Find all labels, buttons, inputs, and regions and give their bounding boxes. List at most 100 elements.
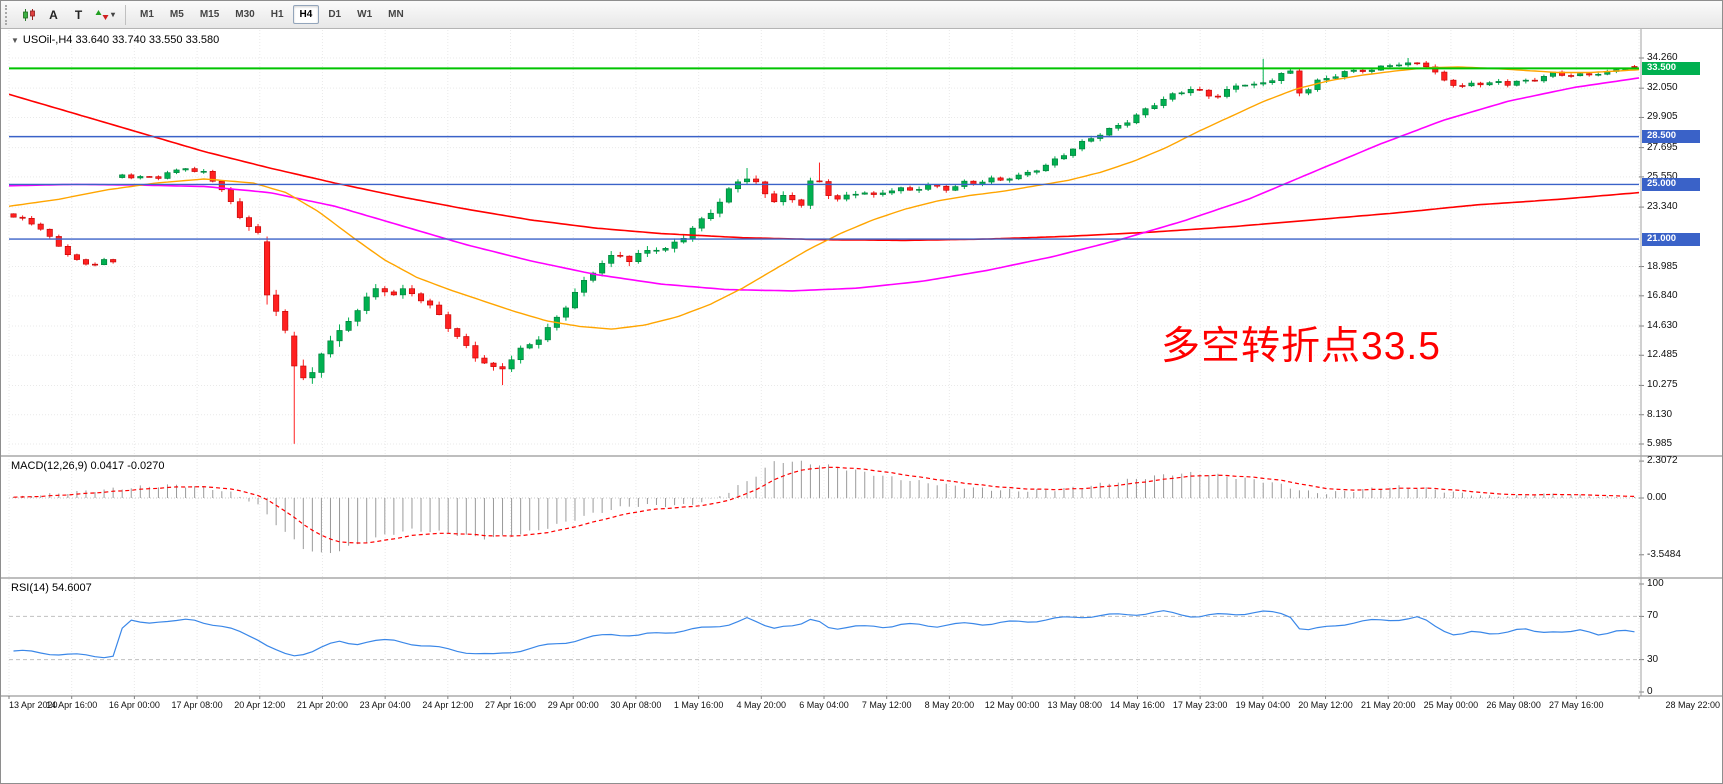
candle-body [1540,76,1547,82]
candle-body [1133,114,1140,124]
candle-body [1106,127,1113,136]
candle [236,198,243,220]
candle [879,189,886,197]
time-axis-label: 27 May 16:00 [1549,700,1604,710]
timeframe-m15-button[interactable]: M15 [193,5,226,24]
time-axis-label: 30 Apr 08:00 [610,700,662,710]
price-line-tag[interactable]: 33.500 [1642,61,1700,75]
candle [1278,72,1285,84]
candle-body [1441,71,1448,81]
candle-body [526,344,533,349]
candle [861,191,868,195]
text-tool-button[interactable]: T [67,4,90,25]
candle-body [916,189,923,191]
candle [445,311,452,332]
candle-body [1205,89,1212,97]
candle-body [481,357,488,364]
timeframe-m1-button[interactable]: M1 [133,5,161,24]
candle [671,238,678,253]
candle [46,228,53,239]
candle [200,169,207,174]
arrow-tool-button[interactable]: A [42,4,65,25]
candle-body [1070,148,1077,156]
candle-body [1088,138,1095,142]
candle-body [852,193,859,196]
candle-body [1006,178,1013,181]
candle [562,305,569,321]
indicator-arrows-button[interactable]: ▾ [92,4,118,25]
collapse-chart-icon[interactable]: ▼ [11,36,19,45]
candle-body [291,335,298,367]
candle-body [1332,76,1339,79]
candle [399,284,406,299]
candle [571,288,578,310]
candle [707,209,714,221]
candle [1531,77,1538,82]
price-line-tag[interactable]: 28.500 [1642,130,1700,144]
candle [82,258,89,266]
candle-body [997,177,1004,181]
candle-body [128,174,135,179]
candle [110,258,117,264]
candle-body [1396,64,1403,67]
candle [1568,73,1575,78]
time-axis-label: 13 Apr 2020 [9,700,58,710]
time-axis-label: 16 Apr 00:00 [108,700,160,710]
candle [472,341,479,362]
candle-body [1278,73,1285,81]
candle-body [1341,71,1348,78]
chart-annotation-text[interactable]: 多空转折点33.5 [1161,325,1441,368]
timeframe-h4-button[interactable]: H4 [292,5,320,24]
candle [725,187,732,204]
candle-body [807,180,814,206]
chart-symbol-title: ▼ USOil-,H4 33.640 33.740 33.550 33.580 [11,34,219,46]
candlestick-chart-button[interactable] [17,4,40,25]
candle-body [834,195,841,200]
candle-body [1405,62,1412,66]
candle [843,191,850,202]
candle-body [1242,84,1249,87]
candle-body [897,187,904,192]
candle [599,260,606,277]
candle [146,176,153,178]
candle-body [309,372,316,379]
candle-body [92,263,99,266]
candle-body [626,255,633,262]
candle-body [1495,81,1502,83]
timeframe-w1-button[interactable]: W1 [350,5,379,24]
candle-body [191,168,198,172]
candle-body [1432,66,1439,73]
price-line-tag[interactable]: 21.000 [1642,232,1700,246]
candle [92,262,99,267]
toolbar-grip-handle[interactable] [5,4,12,25]
candle [1305,87,1312,96]
candle-body [1178,92,1185,95]
candle [255,223,262,235]
rsi-line [13,610,1635,659]
candle-body [381,288,388,293]
candle-body [1214,95,1221,98]
candle [662,246,669,253]
candle [1396,62,1403,67]
candle-body [146,176,153,178]
timeframe-h1-button[interactable]: H1 [264,5,291,24]
candle-body [354,310,361,322]
timeframe-d1-button[interactable]: D1 [321,5,348,24]
timeframe-mn-button[interactable]: MN [381,5,411,24]
candle-body [544,327,551,341]
timeframe-m5-button[interactable]: M5 [163,5,191,24]
candle-body [1586,73,1593,76]
candle [1233,83,1240,93]
candle-body [345,321,352,331]
candle-body [662,248,669,251]
timeframe-m30-button[interactable]: M30 [228,5,261,24]
candle-body [689,227,696,239]
price-line-tag[interactable]: 25.000 [1642,177,1700,191]
macd-scale-label: -3.5484 [1647,548,1681,560]
candle-body [888,190,895,194]
price-scale-label: 10.275 [1647,379,1678,391]
candle-body [245,217,252,227]
candle-body [1187,89,1194,94]
candle-body [1060,155,1067,160]
